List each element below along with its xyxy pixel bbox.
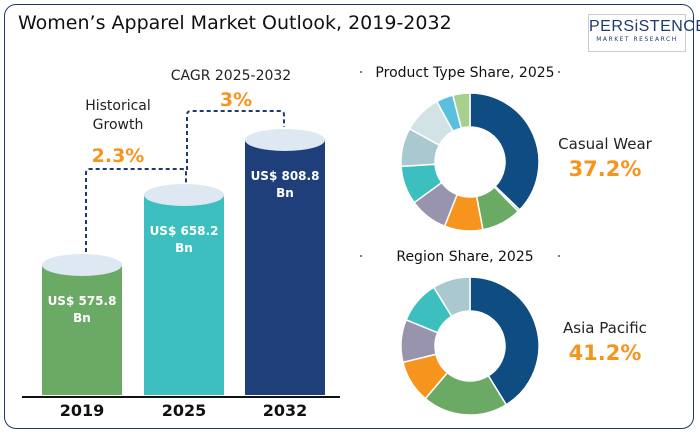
donut-title-bg-2 [362, 246, 558, 266]
donut-slice-1-0 [469, 92, 540, 211]
frame-border [4, 4, 694, 429]
page-title: Women’s Apparel Market Outlook, 2019-203… [18, 12, 452, 34]
cagr-label: CAGR 2025-2032 [171, 68, 291, 84]
bar-top-2032 [245, 129, 325, 151]
donut-highlight-label-1: Casual Wear [558, 135, 652, 153]
donut-title-bg-1 [362, 62, 558, 82]
historical-growth-value: 2.3% [92, 145, 145, 167]
donut-highlight-value-2: 41.2% [569, 341, 642, 365]
donut-slice-2-5 [432, 276, 471, 318]
data-label-2025: US$ 658.2 Bn [150, 224, 219, 255]
historical-growth-label: Historical Growth [85, 98, 151, 133]
logo: PERSiSTENCE MARKET RESEARCH [588, 14, 700, 52]
donut-highlight-label-2: Asia Pacific [563, 319, 647, 337]
donut-highlight-value-1: 37.2% [569, 157, 642, 181]
data-label-2032: US$ 808.8 Bn [251, 169, 320, 200]
logo-tagline: MARKET RESEARCH [596, 36, 678, 43]
data-label-2019: US$ 575.8 Bn [48, 294, 117, 325]
donut-slice-2-0 [469, 276, 540, 406]
x-tick-2025: 2025 [162, 401, 207, 420]
donut-title-2: Region Share, 2025 [396, 249, 533, 265]
bar-2019 [42, 265, 122, 395]
logo-name: PERSiSTENCE [589, 18, 700, 35]
x-tick-2019: 2019 [60, 401, 105, 420]
cagr-value: 3% [220, 89, 252, 111]
growth-connector-1 [85, 168, 187, 252]
bar-2032 [245, 140, 325, 395]
bar-2025 [144, 195, 224, 395]
bar-top-2025 [144, 184, 224, 206]
donut-title-1: Product Type Share, 2025 [375, 65, 554, 81]
bar-top-2019 [42, 254, 122, 276]
growth-connector-2 [186, 110, 285, 170]
donut-slice-1-9 [451, 92, 471, 130]
x-tick-2032: 2032 [263, 401, 308, 420]
